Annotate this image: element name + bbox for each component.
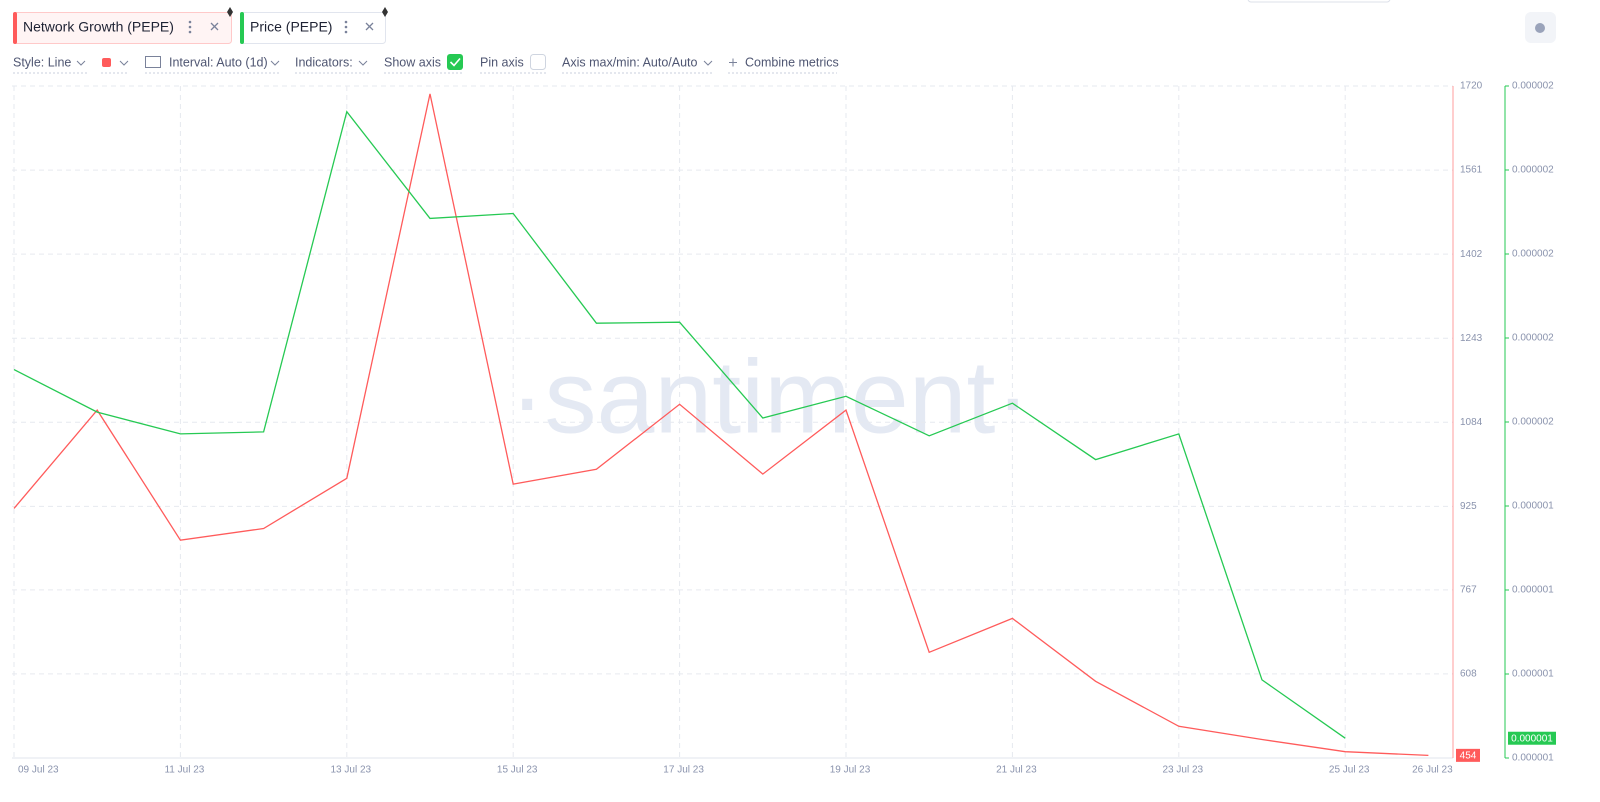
chevron	[703, 60, 713, 66]
x-tick-label: 21 Jul 23	[996, 765, 1037, 776]
chevron	[76, 60, 86, 66]
y-tick-label: 1720	[1460, 81, 1483, 92]
y2-tick-label: 0.000001	[1512, 501, 1554, 512]
tab-menu[interactable]	[188, 20, 192, 34]
x-tick-label: 11 Jul 23	[164, 765, 204, 776]
series-line	[13, 110, 1346, 739]
indicators-select[interactable]: Indicators:	[295, 55, 353, 69]
eth-icon	[382, 7, 388, 17]
x-tick-label: 23 Jul 23	[1163, 765, 1204, 776]
y2-tick-label: 0.000001	[1512, 585, 1554, 596]
last-value-tag	[1508, 731, 1556, 745]
tab-close[interactable]	[210, 22, 219, 31]
y-tick-label: 1243	[1460, 333, 1483, 344]
chevron	[270, 60, 280, 66]
tab-close[interactable]	[365, 22, 374, 31]
interval-select[interactable]: Interval: Auto (1d)	[169, 55, 268, 69]
x-tick-label: 26 Jul 23	[1412, 765, 1453, 776]
y2-tick-label: 0.000002	[1512, 165, 1554, 176]
tab-color	[13, 12, 17, 44]
tab-label: Price (PEPE)	[250, 19, 332, 35]
y-tick-label: 767	[1460, 585, 1477, 596]
y-tick-label: 1084	[1460, 417, 1483, 428]
axis-minmax-select[interactable]: Axis max/min: Auto/Auto	[562, 55, 698, 69]
y2-tick-label: 0.000001	[1512, 669, 1554, 680]
x-tick-label: 19 Jul 23	[830, 765, 871, 776]
x-tick-label: 17 Jul 23	[663, 765, 704, 776]
y2-tick-label: 0.000002	[1512, 81, 1554, 92]
interval-icon	[145, 56, 161, 68]
top-box	[1247, 0, 1391, 3]
x-tick-label: 25 Jul 23	[1329, 765, 1370, 776]
y2-tick-label: 0.000001	[1512, 753, 1554, 764]
color-picker[interactable]	[102, 58, 111, 67]
pin-axis-label[interactable]: Pin axis	[480, 55, 524, 69]
x-tick-label: 09 Jul 23	[18, 765, 59, 776]
y2-tick-label: 0.000002	[1512, 333, 1554, 344]
eth-icon	[227, 7, 233, 17]
pin-axis-checkbox[interactable]	[530, 54, 546, 70]
settings-icon	[1535, 23, 1545, 33]
x-tick-label: 15 Jul 23	[497, 765, 538, 776]
plus-icon	[729, 58, 737, 67]
chevron	[358, 60, 368, 66]
watermark: ·santiment·	[510, 339, 1030, 455]
last-value-tag	[1456, 748, 1480, 762]
y-tick-label: 1561	[1460, 165, 1483, 176]
y2-tick-label: 0.000002	[1512, 249, 1554, 260]
checkmark	[449, 57, 461, 67]
series-line	[13, 93, 1429, 757]
y2-tick-label: 0.000002	[1512, 417, 1554, 428]
show-axis-checkbox[interactable]	[447, 54, 463, 70]
tab-label: Network Growth (PEPE)	[23, 19, 174, 35]
style-select[interactable]: Style: Line	[13, 55, 71, 69]
x-tick-label: 13 Jul 23	[331, 765, 372, 776]
metric-tab[interactable]: Network Growth (PEPE)	[13, 12, 232, 44]
tab-color	[240, 12, 244, 44]
combine-metrics[interactable]: Combine metrics	[745, 55, 839, 69]
metric-tab[interactable]: Price (PEPE)	[240, 12, 386, 44]
y-tick-label: 1402	[1460, 249, 1483, 260]
y-tick-label: 925	[1460, 501, 1477, 512]
chevron	[119, 60, 129, 66]
last-value-label: 0.000001	[1511, 733, 1553, 744]
show-axis-label[interactable]: Show axis	[384, 55, 441, 69]
y-tick-label: 608	[1460, 669, 1477, 680]
last-value-label: 454	[1460, 750, 1477, 761]
tab-menu[interactable]	[344, 20, 348, 34]
